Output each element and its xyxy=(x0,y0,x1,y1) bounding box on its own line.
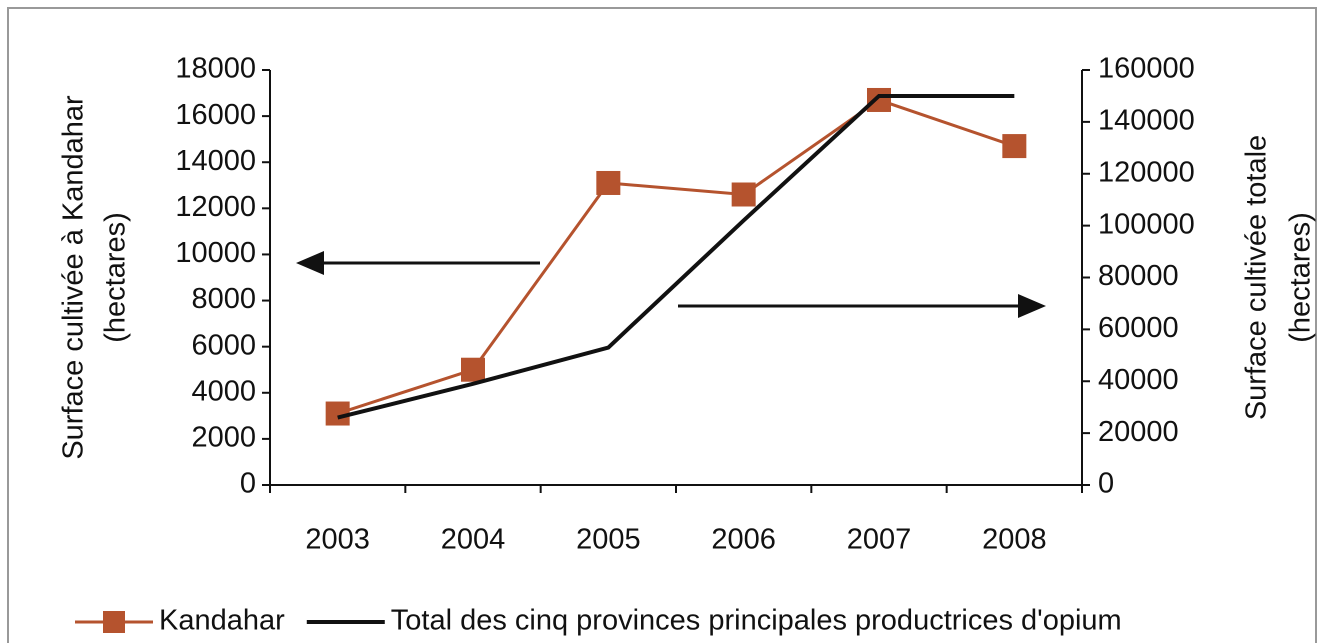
x-tick-label: 2006 xyxy=(711,524,776,556)
y2-axis-label: Surface cultivée totale xyxy=(1241,135,1273,420)
legend-label: Kandahar xyxy=(159,605,285,637)
y2-tick-label: 160000 xyxy=(1098,53,1195,85)
y-tick-label: 0 xyxy=(240,468,256,500)
x-tick-label: 2005 xyxy=(576,524,641,556)
y2-axis-label: (hectares) xyxy=(1285,212,1317,343)
y-tick-label: 10000 xyxy=(175,237,256,269)
y2-tick-label: 140000 xyxy=(1098,105,1195,137)
x-tick-label: 2008 xyxy=(982,524,1047,556)
arrow-right xyxy=(678,294,1046,318)
legend-label: Total des cinq provinces principales pro… xyxy=(391,605,1122,637)
y2-tick-label: 60000 xyxy=(1098,312,1179,344)
x-tick-label: 2007 xyxy=(847,524,912,556)
y2-tick-label: 100000 xyxy=(1098,208,1195,240)
y-tick-label: 6000 xyxy=(191,329,256,361)
point-marker xyxy=(867,87,891,112)
point-marker xyxy=(596,170,621,195)
x-tick-label: 2004 xyxy=(441,524,506,556)
frame xyxy=(7,7,1317,643)
y-tick-label: 16000 xyxy=(175,99,256,131)
y2-tick-label: 0 xyxy=(1098,468,1114,500)
x-tick-label: 2003 xyxy=(305,524,370,556)
y2-tick-label: 80000 xyxy=(1098,260,1179,292)
y-axis-label: (hectares) xyxy=(100,212,132,343)
y-axis-label: Surface cultivée à Kandahar xyxy=(58,95,90,460)
y2-tick-label: 40000 xyxy=(1098,364,1179,396)
y-tick-label: 8000 xyxy=(191,283,256,315)
series-line xyxy=(337,98,1015,415)
y-tick-label: 14000 xyxy=(175,145,256,177)
series-line xyxy=(337,93,1015,420)
y2-tick-label: 20000 xyxy=(1098,416,1179,448)
point-marker xyxy=(731,182,756,207)
point-marker xyxy=(1002,134,1027,159)
y-tick-label: 18000 xyxy=(175,53,256,85)
legend-marker xyxy=(103,611,125,633)
point-marker xyxy=(461,357,485,382)
y-tick-label: 2000 xyxy=(191,422,256,454)
y-tick-label: 4000 xyxy=(191,375,256,407)
y2-tick-label: 120000 xyxy=(1098,156,1195,188)
arrow-left xyxy=(296,251,540,275)
y-tick-label: 12000 xyxy=(175,191,256,223)
